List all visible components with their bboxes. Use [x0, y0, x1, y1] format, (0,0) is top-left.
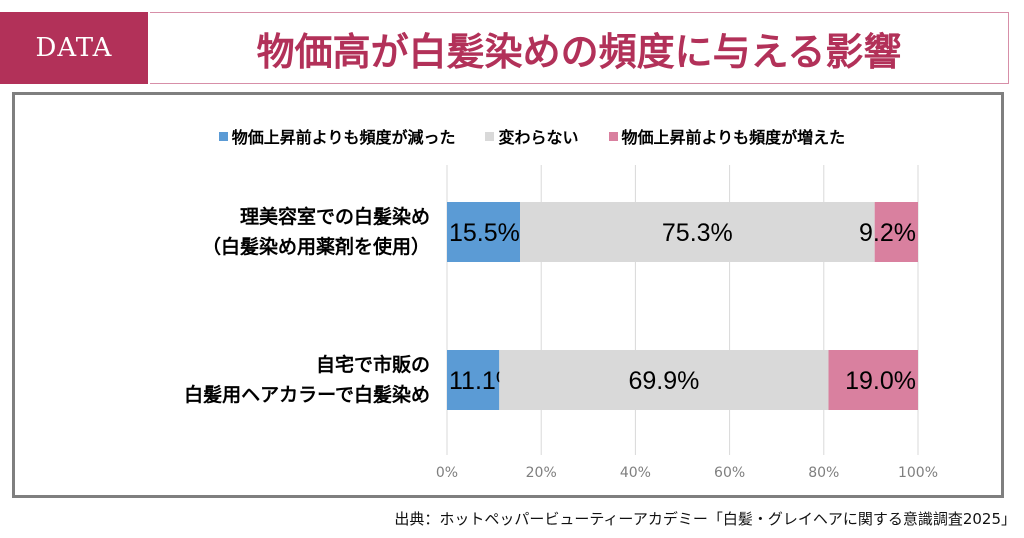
- data-label: 19.0%: [845, 367, 916, 395]
- x-tick-label: 100%: [898, 465, 938, 481]
- source-note: 出典：ホットペッパービューティーアカデミー「白髪・グレイヘアに関する意識調査20…: [394, 510, 1016, 528]
- legend-label: 変わらない: [498, 128, 579, 147]
- x-tick-label: 0%: [436, 465, 458, 481]
- legend: 物価上昇前よりも頻度が減った 変わらない 物価上昇前よりも頻度が増えた: [20, 124, 1024, 148]
- x-tick-label: 20%: [526, 465, 557, 481]
- category-label-salon: 理美容室での白髪染め （白髪染め用薬剤を使用）: [60, 202, 430, 262]
- category-line: （白髪染め用薬剤を使用）: [201, 236, 430, 258]
- legend-item-decreased: 物価上昇前よりも頻度が減った: [218, 124, 456, 148]
- page-title: 物価高が白髪染めの頻度に与える影響: [150, 12, 1009, 84]
- x-tick-label: 80%: [808, 465, 839, 481]
- x-tick-label: 60%: [714, 465, 745, 481]
- legend-item-unchanged: 変わらない: [485, 124, 579, 148]
- legend-swatch: [218, 131, 228, 141]
- category-label-home: 自宅で市販の白髪用ヘアカラーで白髪染め: [60, 350, 430, 410]
- data-tag: DATA: [0, 12, 148, 84]
- bar-segment: [874, 202, 918, 262]
- x-tick-label: 40%: [620, 465, 651, 481]
- data-label: 9.2%: [859, 219, 916, 247]
- bar-segment: [520, 202, 875, 262]
- legend-label: 物価上昇前よりも頻度が増えた: [621, 128, 846, 147]
- data-label: 15.5%: [449, 219, 520, 247]
- legend-label: 物価上昇前よりも頻度が減った: [231, 128, 456, 147]
- legend-swatch: [485, 131, 495, 141]
- data-label: 75.3%: [662, 219, 733, 247]
- category-line: 理美容室での白髪染め: [239, 206, 430, 228]
- data-label: 69.9%: [628, 367, 699, 395]
- bar-segment: [828, 350, 918, 410]
- category-line: 自宅で市販の: [315, 354, 430, 376]
- bar-segment: [447, 202, 521, 262]
- legend-swatch: [608, 131, 618, 141]
- legend-item-increased: 物価上昇前よりも頻度が増えた: [608, 124, 846, 148]
- bar-segment: [447, 350, 500, 410]
- bar-segment: [499, 350, 829, 410]
- chart-frame: [12, 92, 1004, 498]
- category-line: 白髪用ヘアカラーで白髪染め: [184, 384, 430, 406]
